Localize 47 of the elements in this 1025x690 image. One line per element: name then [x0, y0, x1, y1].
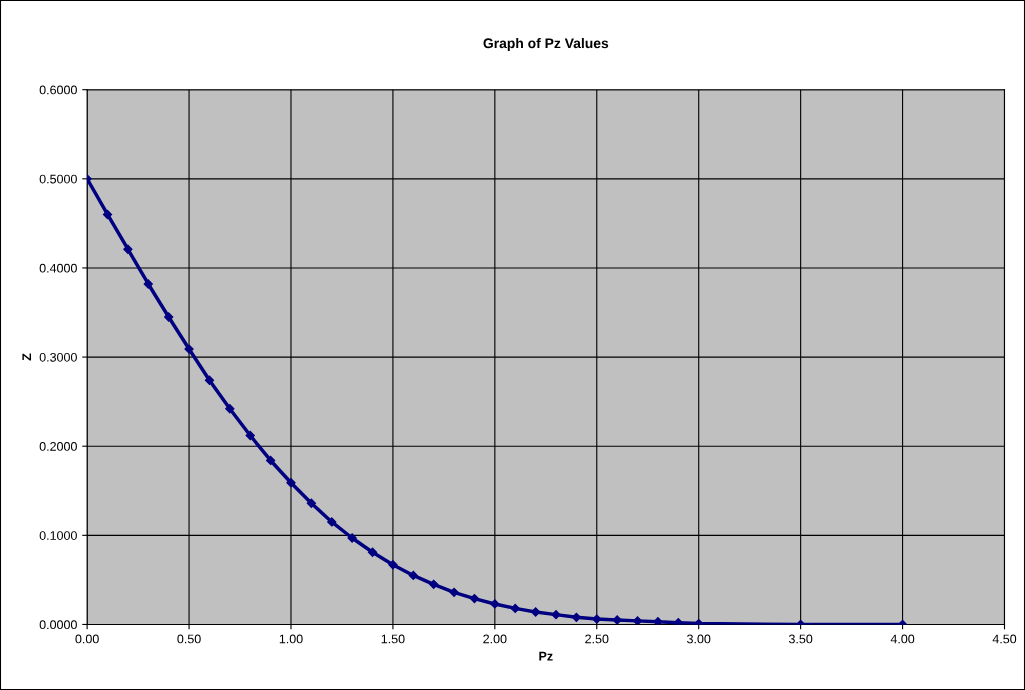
x-tick-label: 1.00 — [279, 634, 303, 644]
point — [388, 560, 398, 570]
point — [449, 587, 459, 597]
point — [408, 570, 418, 581]
point — [367, 547, 378, 557]
x-tick-label: 4.00 — [890, 634, 915, 644]
x-tick-label: 4.50 — [992, 634, 1017, 644]
x-tick-label: 3.50 — [788, 634, 813, 644]
point — [286, 478, 296, 488]
point — [429, 579, 439, 589]
y-tick-label: 0.3000 — [39, 352, 77, 362]
point — [225, 404, 235, 414]
chart-title: Graph of Pz Values — [483, 37, 609, 51]
point — [632, 616, 643, 625]
y-tick-label: 0.0000 — [39, 620, 77, 630]
point — [592, 614, 602, 624]
point — [694, 618, 704, 625]
point — [347, 533, 357, 543]
point — [143, 279, 153, 289]
point — [265, 455, 276, 466]
y-tick-label: 0.2000 — [39, 442, 77, 451]
point — [469, 593, 480, 604]
x-tick-label: 1.50 — [381, 634, 405, 644]
point — [612, 615, 622, 625]
point — [184, 344, 194, 354]
point — [490, 599, 500, 609]
y-tick-label: 0.5000 — [39, 174, 77, 184]
y-tick-label: 0.6000 — [39, 85, 77, 95]
x-tick-label: 0.00 — [75, 634, 99, 644]
y-tick-label: 0.1000 — [39, 531, 77, 540]
x-tick-label: 2.50 — [585, 634, 609, 644]
point — [653, 617, 663, 625]
point — [204, 375, 215, 385]
x-tick-label: 0.50 — [177, 634, 201, 644]
x-tick-label: 3.00 — [687, 634, 711, 644]
point — [551, 610, 561, 620]
y-axis-title: Z — [22, 353, 32, 361]
point — [327, 517, 337, 527]
x-tick-label: 2.00 — [483, 634, 507, 644]
x-axis-title: Pz — [539, 651, 553, 661]
point — [123, 244, 133, 254]
point — [245, 430, 255, 441]
point — [164, 312, 174, 322]
y-tick-label: 0.4000 — [39, 263, 77, 273]
point — [530, 607, 541, 617]
point — [510, 603, 520, 614]
point — [306, 498, 316, 508]
